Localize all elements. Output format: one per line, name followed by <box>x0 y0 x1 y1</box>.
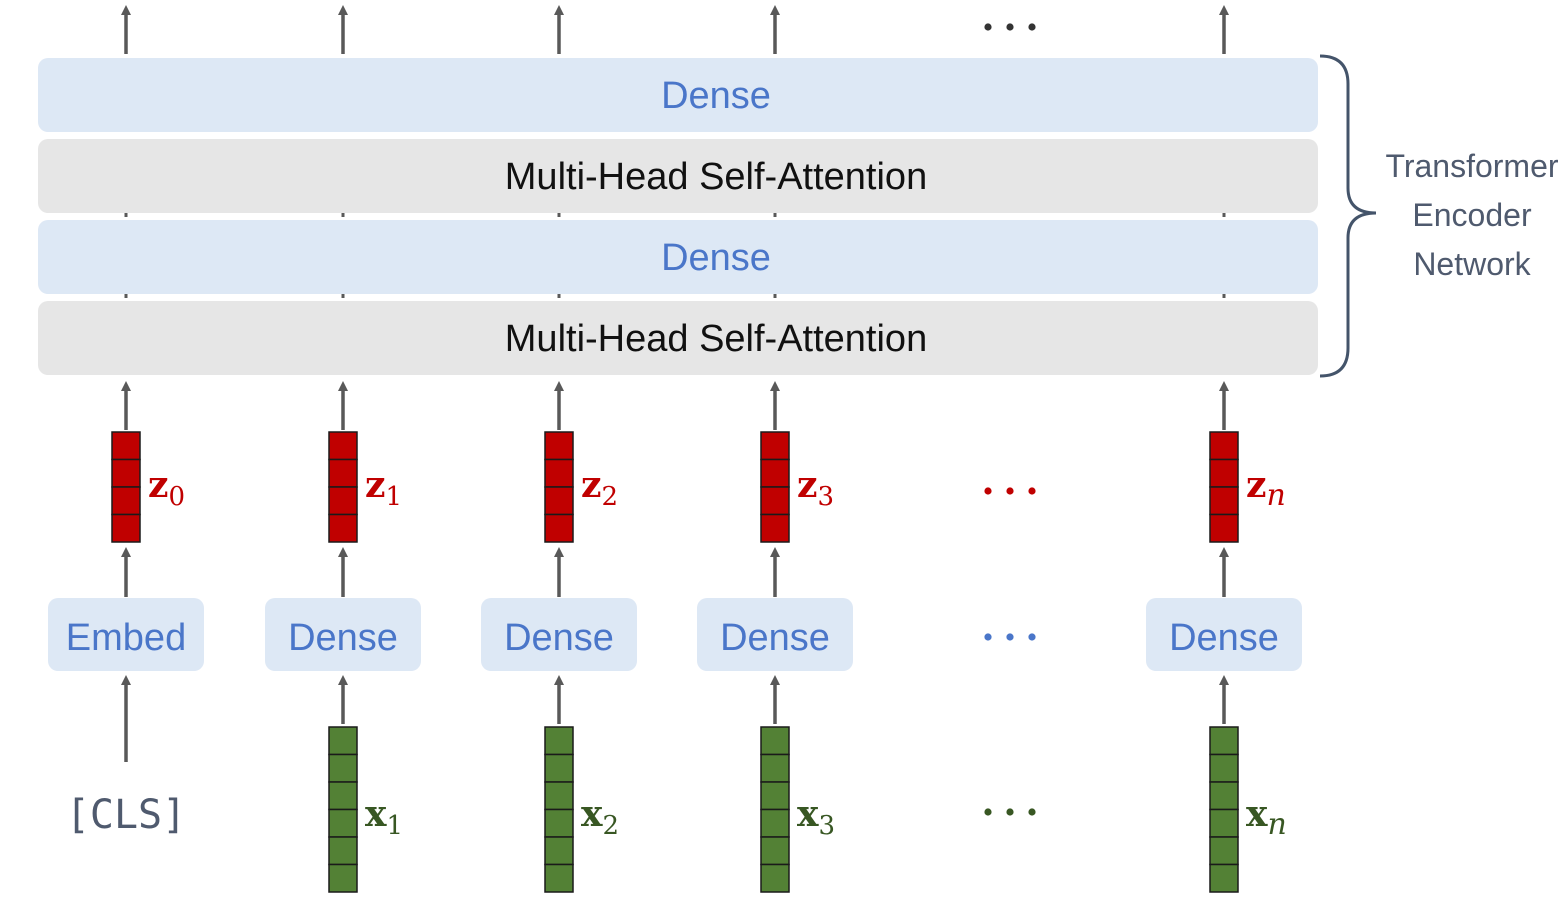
attention-layer <box>38 301 1318 375</box>
x-vector-label: xn <box>1246 793 1287 842</box>
z-vector-label: zn <box>1246 464 1286 513</box>
z-vector-cell <box>1209 458 1239 488</box>
z-vector-cell <box>1209 486 1239 516</box>
z-ellipsis-dot <box>984 487 992 495</box>
z-vector-label: z2 <box>581 464 618 512</box>
z-vector-cell <box>111 431 141 461</box>
z-vector-cell <box>328 486 358 516</box>
dense-ellipsis-dot <box>1006 633 1014 641</box>
dense-box-label: Dense <box>288 617 398 659</box>
brace-label-line: Encoder <box>1412 197 1532 233</box>
output-ellipsis-dot <box>1006 23 1014 31</box>
x-vector-label: x1 <box>365 793 403 841</box>
z-vector-label: z1 <box>365 464 402 512</box>
x-ellipsis-dot <box>1006 808 1014 816</box>
x-vector-cell <box>328 808 358 838</box>
dense-box <box>265 598 421 671</box>
z-vector-cell <box>111 486 141 516</box>
z-vector-label: z3 <box>797 464 834 512</box>
z-vector-cell <box>760 431 790 461</box>
z-vector-cell <box>760 513 790 543</box>
embed-box <box>48 598 204 671</box>
dense-layer <box>38 58 1318 132</box>
z-vector-cell <box>328 458 358 488</box>
x-vector-cell <box>760 726 790 756</box>
dense-box <box>1146 598 1302 671</box>
z-vector-cell <box>111 513 141 543</box>
x-vector-cell <box>760 753 790 783</box>
dense-ellipsis-dot <box>984 633 992 641</box>
x-vector-cell <box>760 781 790 811</box>
dense-layer-label: Dense <box>661 75 771 117</box>
x-vector-cell <box>328 863 358 893</box>
attention-layer <box>38 139 1318 213</box>
dense-box-label: Dense <box>1169 617 1279 659</box>
x-vector-cell <box>1209 863 1239 893</box>
x-vector-cell <box>760 863 790 893</box>
embed-box-label: Embed <box>66 617 186 659</box>
x-vector-cell <box>328 781 358 811</box>
brace-label-line: Network <box>1413 246 1531 282</box>
attention-layer-label: Multi-Head Self-Attention <box>505 318 927 360</box>
z-vector-cell <box>544 486 574 516</box>
x-vector-cell <box>1209 836 1239 866</box>
z-vector-cell <box>328 513 358 543</box>
brace-label-line: Transformer <box>1385 148 1558 184</box>
x-vector-cell <box>1209 726 1239 756</box>
z-vector-cell <box>544 458 574 488</box>
x-vector-cell <box>328 753 358 783</box>
x-vector-cell <box>328 836 358 866</box>
dense-layer-label: Dense <box>661 237 771 279</box>
z-vector-cell <box>760 458 790 488</box>
x-vector-cell <box>760 808 790 838</box>
dense-box <box>697 598 853 671</box>
x-ellipsis-dot <box>984 808 992 816</box>
z-ellipsis-dot <box>1028 487 1036 495</box>
x-vector-cell <box>1209 781 1239 811</box>
dense-box <box>481 598 637 671</box>
attention-layer-label: Multi-Head Self-Attention <box>505 156 927 198</box>
x-ellipsis-dot <box>1028 808 1036 816</box>
x-vector-cell <box>544 863 574 893</box>
z-vector-cell <box>544 431 574 461</box>
z-vector-cell <box>544 513 574 543</box>
dense-layer <box>38 220 1318 294</box>
x-vector-cell <box>544 726 574 756</box>
x-vector-cell <box>544 808 574 838</box>
x-vector-label: x3 <box>797 793 835 841</box>
x-vector-cell <box>1209 808 1239 838</box>
cls-token: [CLS] <box>66 792 186 838</box>
x-vector-cell <box>544 781 574 811</box>
x-vector-cell <box>544 836 574 866</box>
z-vector-cell <box>111 458 141 488</box>
z-vector-cell <box>1209 513 1239 543</box>
output-ellipsis-dot <box>1028 23 1036 31</box>
dense-ellipsis-dot <box>1028 633 1036 641</box>
dense-box-label: Dense <box>720 617 830 659</box>
x-vector-cell <box>544 753 574 783</box>
z-vector-cell <box>328 431 358 461</box>
dense-box-label: Dense <box>504 617 614 659</box>
z-vector-cell <box>760 486 790 516</box>
output-ellipsis-dot <box>984 23 992 31</box>
encoder-brace <box>1319 54 1377 378</box>
x-vector-cell <box>760 836 790 866</box>
x-vector-cell <box>328 726 358 756</box>
x-vector-cell <box>1209 753 1239 783</box>
z-vector-cell <box>1209 431 1239 461</box>
x-vector-label: x2 <box>581 793 619 841</box>
z-ellipsis-dot <box>1006 487 1014 495</box>
z-vector-label: z0 <box>148 464 185 512</box>
